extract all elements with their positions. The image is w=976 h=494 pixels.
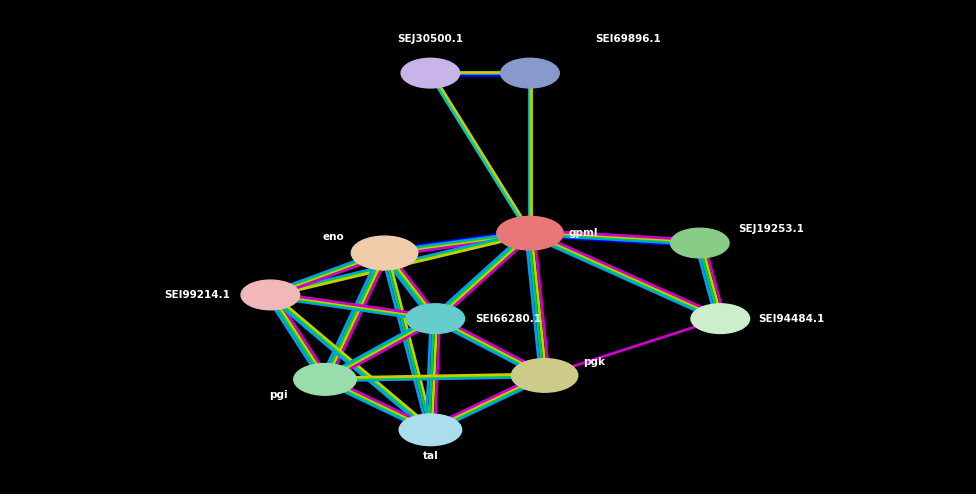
Text: SEI94484.1: SEI94484.1 <box>758 314 825 324</box>
Text: tal: tal <box>423 451 438 460</box>
Circle shape <box>294 364 356 395</box>
Circle shape <box>671 228 729 258</box>
Circle shape <box>497 216 563 250</box>
Text: pgi: pgi <box>269 390 288 400</box>
Text: SEI69896.1: SEI69896.1 <box>595 35 661 44</box>
Circle shape <box>511 359 578 392</box>
Circle shape <box>241 280 300 310</box>
Circle shape <box>691 304 750 333</box>
Text: pgk: pgk <box>583 357 605 367</box>
Text: SEJ30500.1: SEJ30500.1 <box>397 35 464 44</box>
Circle shape <box>501 58 559 88</box>
Circle shape <box>406 304 465 333</box>
Text: gpml: gpml <box>568 228 597 238</box>
Text: SEI99214.1: SEI99214.1 <box>165 290 230 300</box>
Text: SEI66280.1: SEI66280.1 <box>475 314 542 324</box>
Circle shape <box>351 236 418 270</box>
Circle shape <box>399 414 462 446</box>
Text: SEJ19253.1: SEJ19253.1 <box>738 224 803 234</box>
Text: eno: eno <box>323 232 345 242</box>
Circle shape <box>401 58 460 88</box>
